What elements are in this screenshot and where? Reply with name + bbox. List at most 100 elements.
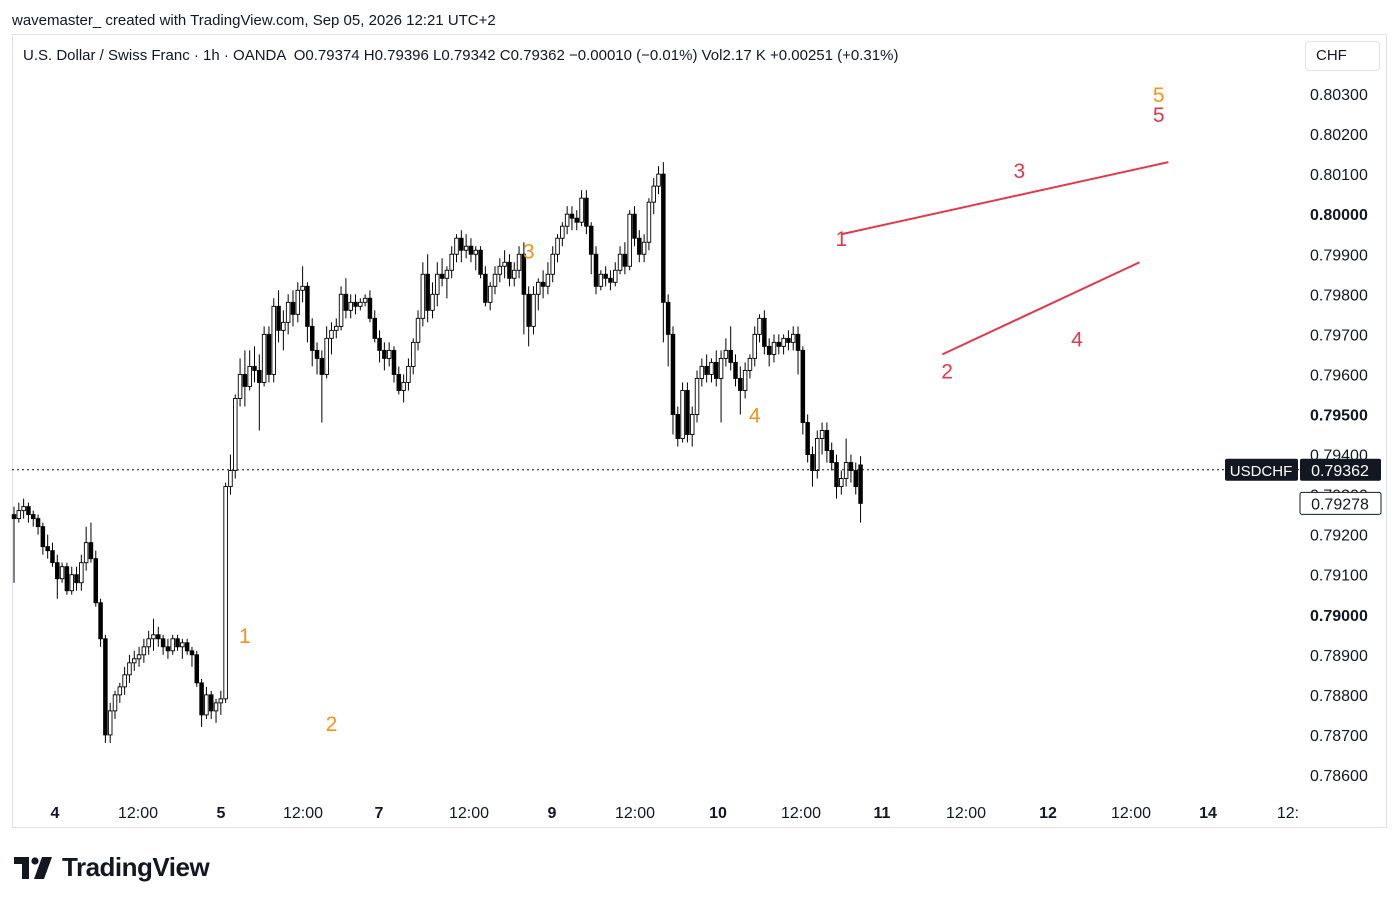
candle-body [723, 349, 729, 359]
wave-label-red[interactable]: 4 [1071, 328, 1083, 351]
wave-label-red[interactable]: 5 [1153, 104, 1165, 127]
candle-body [223, 486, 228, 700]
current-price-value: 0.79362 [1311, 463, 1369, 480]
trendline[interactable] [941, 261, 1140, 356]
candle [338, 286, 344, 331]
candle-body [329, 329, 334, 339]
wave-label-orange[interactable]: 5 [1153, 84, 1165, 107]
time-tick-label: 12:00 [946, 805, 986, 822]
candle-body [30, 514, 36, 520]
candle-body [93, 558, 99, 604]
candle-body [689, 414, 695, 435]
candle-body [805, 422, 810, 455]
candle [435, 262, 440, 307]
candle-body [386, 349, 392, 359]
candle-body [276, 305, 281, 331]
candle [165, 638, 171, 659]
candle-body [675, 414, 681, 439]
wave-label-orange[interactable]: 1 [239, 625, 251, 648]
candle [367, 290, 373, 323]
candle [401, 374, 406, 403]
candle [242, 350, 248, 407]
candle-body [459, 237, 464, 251]
candle [11, 506, 17, 583]
candle-body [218, 698, 224, 704]
candle [26, 502, 31, 523]
candle [848, 454, 854, 483]
candle-body [165, 646, 171, 652]
candle [786, 330, 791, 351]
candle [410, 338, 416, 375]
candle [180, 638, 185, 659]
secondary-tag-bg [1299, 491, 1382, 515]
candle-body [771, 341, 777, 355]
candle [122, 666, 127, 695]
attribution-text: wavemaster_ created with TradingView.com… [12, 12, 496, 29]
candle-body [680, 389, 685, 439]
currency-selector[interactable]: CHF [1305, 41, 1380, 71]
wave-label-orange[interactable]: 2 [326, 713, 338, 736]
candle [613, 262, 618, 287]
wave-label-red[interactable]: 1 [835, 228, 847, 251]
candle [93, 550, 99, 607]
candle [622, 242, 628, 275]
candle-body [213, 702, 219, 712]
wave-label-red[interactable]: 3 [1013, 160, 1025, 183]
candle [362, 294, 368, 307]
candle-body [694, 377, 700, 415]
candle [463, 234, 469, 259]
candle-body [545, 273, 551, 287]
candle-body [781, 337, 786, 347]
candle-body [435, 273, 440, 295]
candle-body [314, 349, 320, 359]
candle [511, 262, 517, 287]
candle-body [425, 273, 430, 311]
candle [117, 682, 123, 703]
candle [776, 334, 782, 355]
candle [223, 482, 228, 703]
candle-body [497, 265, 503, 275]
candle-body [661, 173, 666, 303]
wave-label-orange[interactable]: 4 [749, 404, 761, 427]
candle-body [98, 602, 103, 640]
candle [742, 362, 748, 399]
candle [483, 266, 488, 307]
candle-body [189, 650, 195, 656]
candle-body [156, 634, 161, 640]
candle [497, 258, 503, 283]
candle [74, 566, 79, 591]
candle [637, 230, 642, 263]
candle-body [396, 373, 402, 391]
candle-body [617, 253, 623, 271]
candle-body [382, 349, 387, 359]
candle-body [584, 197, 589, 227]
candle-body [699, 365, 705, 379]
candle-body [742, 369, 748, 391]
candle-body [540, 281, 546, 287]
candle-body [309, 325, 315, 351]
candle-body [502, 261, 507, 267]
candle-body [228, 470, 233, 488]
candle-body [430, 293, 435, 311]
candle-body [184, 642, 190, 652]
candle-body [377, 337, 382, 351]
current-tag-bg [1300, 458, 1381, 481]
price-tick-label: 0.79500 [1310, 407, 1368, 424]
candle-body [766, 345, 772, 355]
candle [261, 326, 267, 387]
symbol-title[interactable]: U.S. Dollar / Swiss Franc · 1h · OANDA [23, 47, 286, 64]
trendline[interactable] [841, 161, 1169, 236]
tradingview-logo[interactable]: TradingView [14, 852, 210, 883]
candle-body [757, 317, 762, 335]
candle [69, 566, 74, 595]
time-tick-label: 4 [51, 805, 60, 822]
wave-label-red[interactable]: 2 [941, 360, 953, 383]
candle-body [646, 201, 652, 243]
price-tags-layer: USDCHF 0.79362 0.79278 [1225, 458, 1382, 515]
candle [699, 358, 705, 387]
symbol-tag-bg [1225, 458, 1298, 481]
wave-label-orange[interactable]: 3 [523, 240, 535, 263]
candle-body [281, 321, 286, 331]
candle [487, 282, 493, 311]
